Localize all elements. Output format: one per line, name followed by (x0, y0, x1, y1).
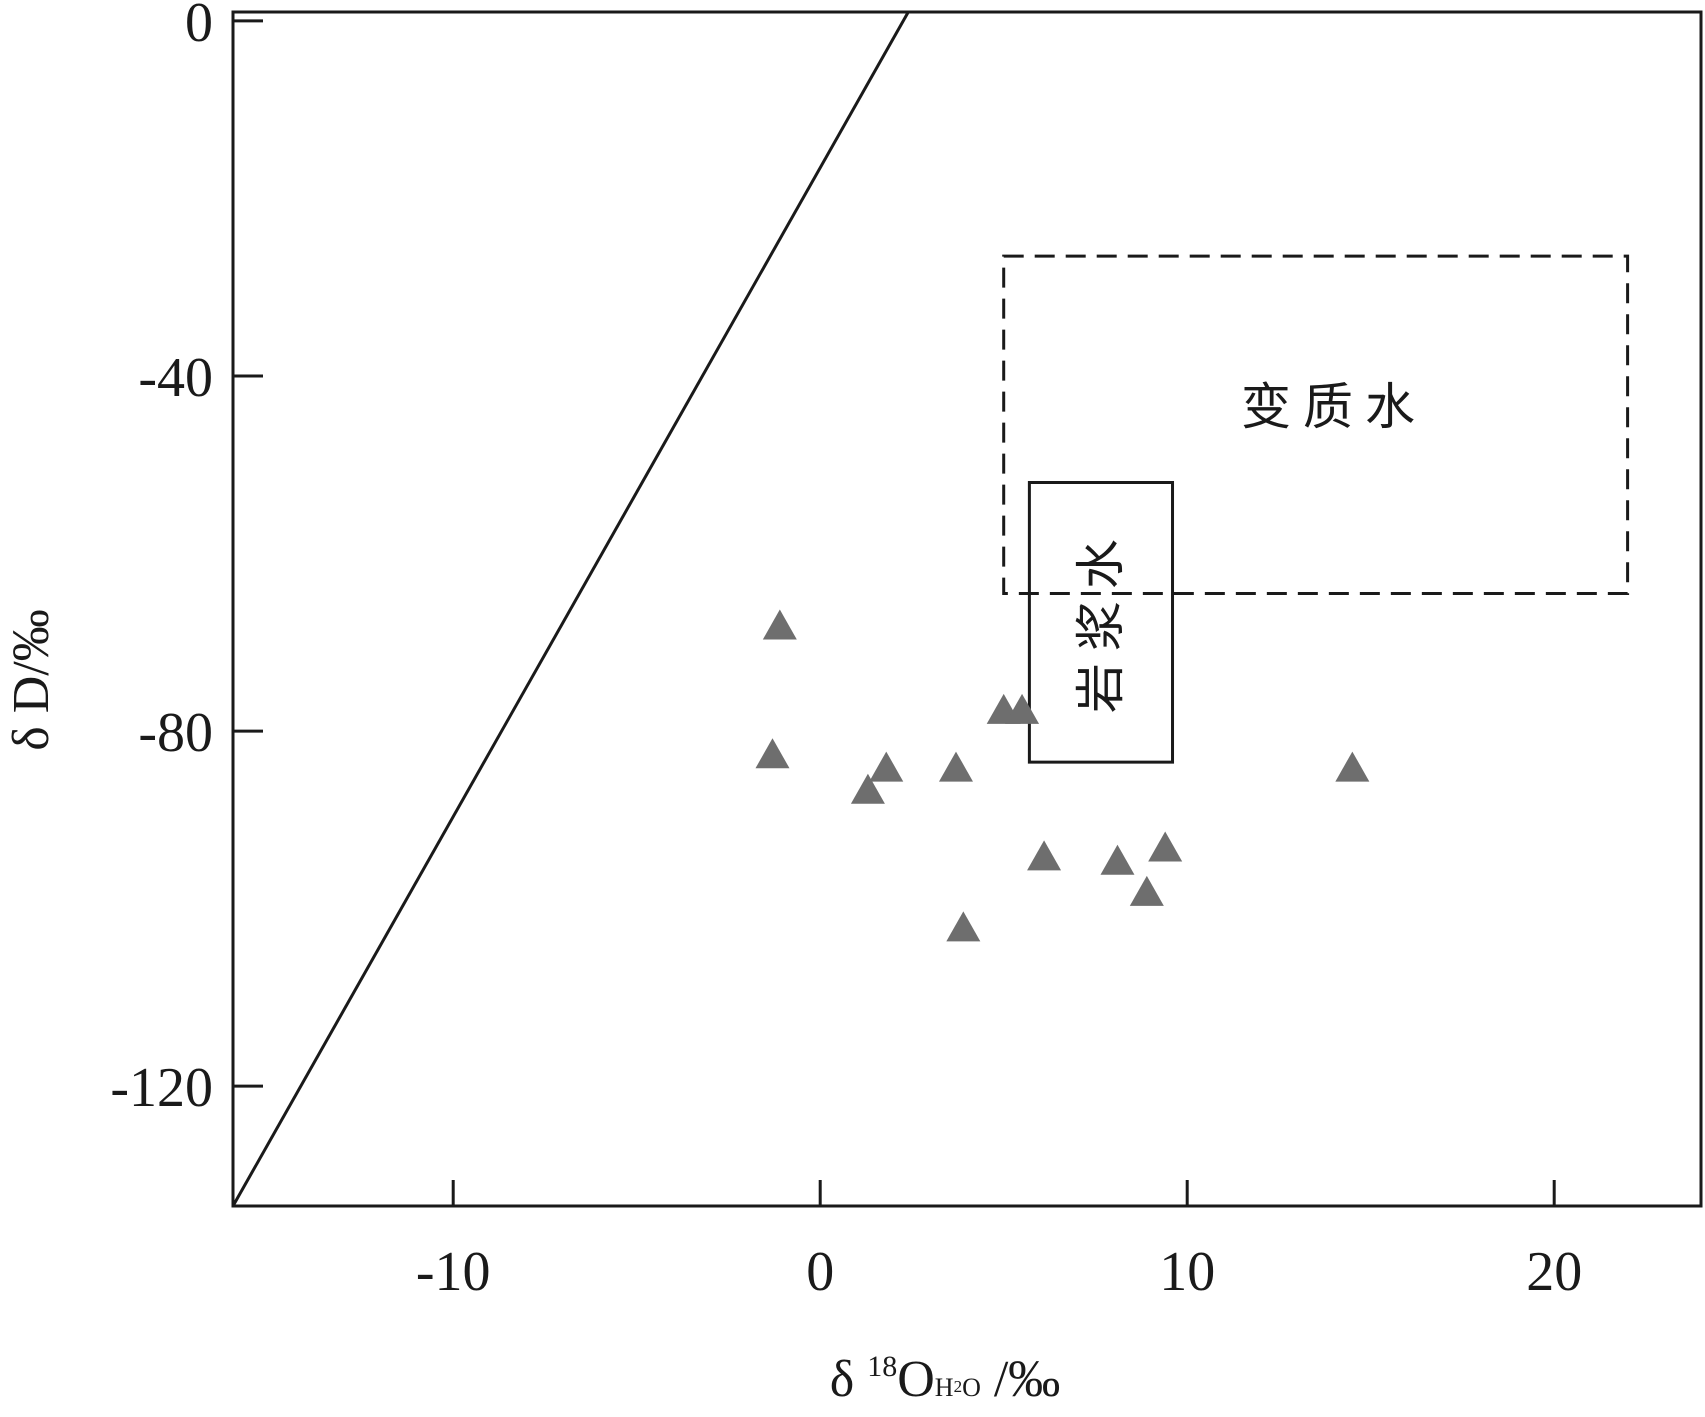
y-tick-label: -40 (138, 347, 213, 409)
data-point (1100, 844, 1135, 875)
x-axis-title-sub: H (935, 1373, 954, 1402)
x-axis-title: δ 18OH2O /‰ (830, 1350, 1061, 1408)
plot-frame (231, 10, 1703, 1208)
meteoric-water-line (231, 11, 910, 1207)
axis-ticks: -10 0 10 20 0 -40 -80 -120 (110, 0, 1582, 1303)
metamorphic-water-label: 变质水 (1241, 379, 1427, 435)
data-points (755, 609, 1370, 942)
y-tick-label: -80 (138, 702, 213, 764)
data-point (1027, 840, 1062, 871)
data-point (1335, 751, 1370, 782)
reference-lines (231, 11, 910, 1207)
x-axis-title-main: O (897, 1351, 935, 1408)
data-point (946, 911, 981, 942)
x-tick-label: -10 (416, 1241, 491, 1303)
y-tick-label: -120 (110, 1057, 213, 1119)
data-point (938, 751, 973, 782)
x-axis-title-sub2: 2 (954, 1377, 963, 1396)
data-point (869, 751, 904, 782)
y-tick-label: 0 (185, 0, 213, 54)
data-point (1148, 831, 1183, 862)
x-axis-title-prefix: δ (830, 1351, 868, 1408)
magmatic-water-region (1027, 480, 1175, 764)
x-axis-title-sup: 18 (867, 1350, 897, 1383)
x-tick-label: 10 (1159, 1241, 1215, 1303)
data-point (850, 773, 885, 804)
data-point (755, 738, 790, 769)
data-point (762, 609, 797, 640)
metamorphic-water-region (1002, 254, 1630, 595)
y-axis-title: δ D/‰ (3, 609, 60, 751)
x-tick-label: 20 (1526, 1241, 1582, 1303)
magmatic-water-label: 岩浆水 (1073, 527, 1129, 713)
x-axis-title-suffix: /‰ (981, 1351, 1060, 1408)
x-tick-label: 0 (806, 1241, 834, 1303)
data-point (1129, 875, 1164, 906)
x-axis-title-sub3: O (962, 1373, 981, 1402)
data-point (1005, 693, 1040, 724)
